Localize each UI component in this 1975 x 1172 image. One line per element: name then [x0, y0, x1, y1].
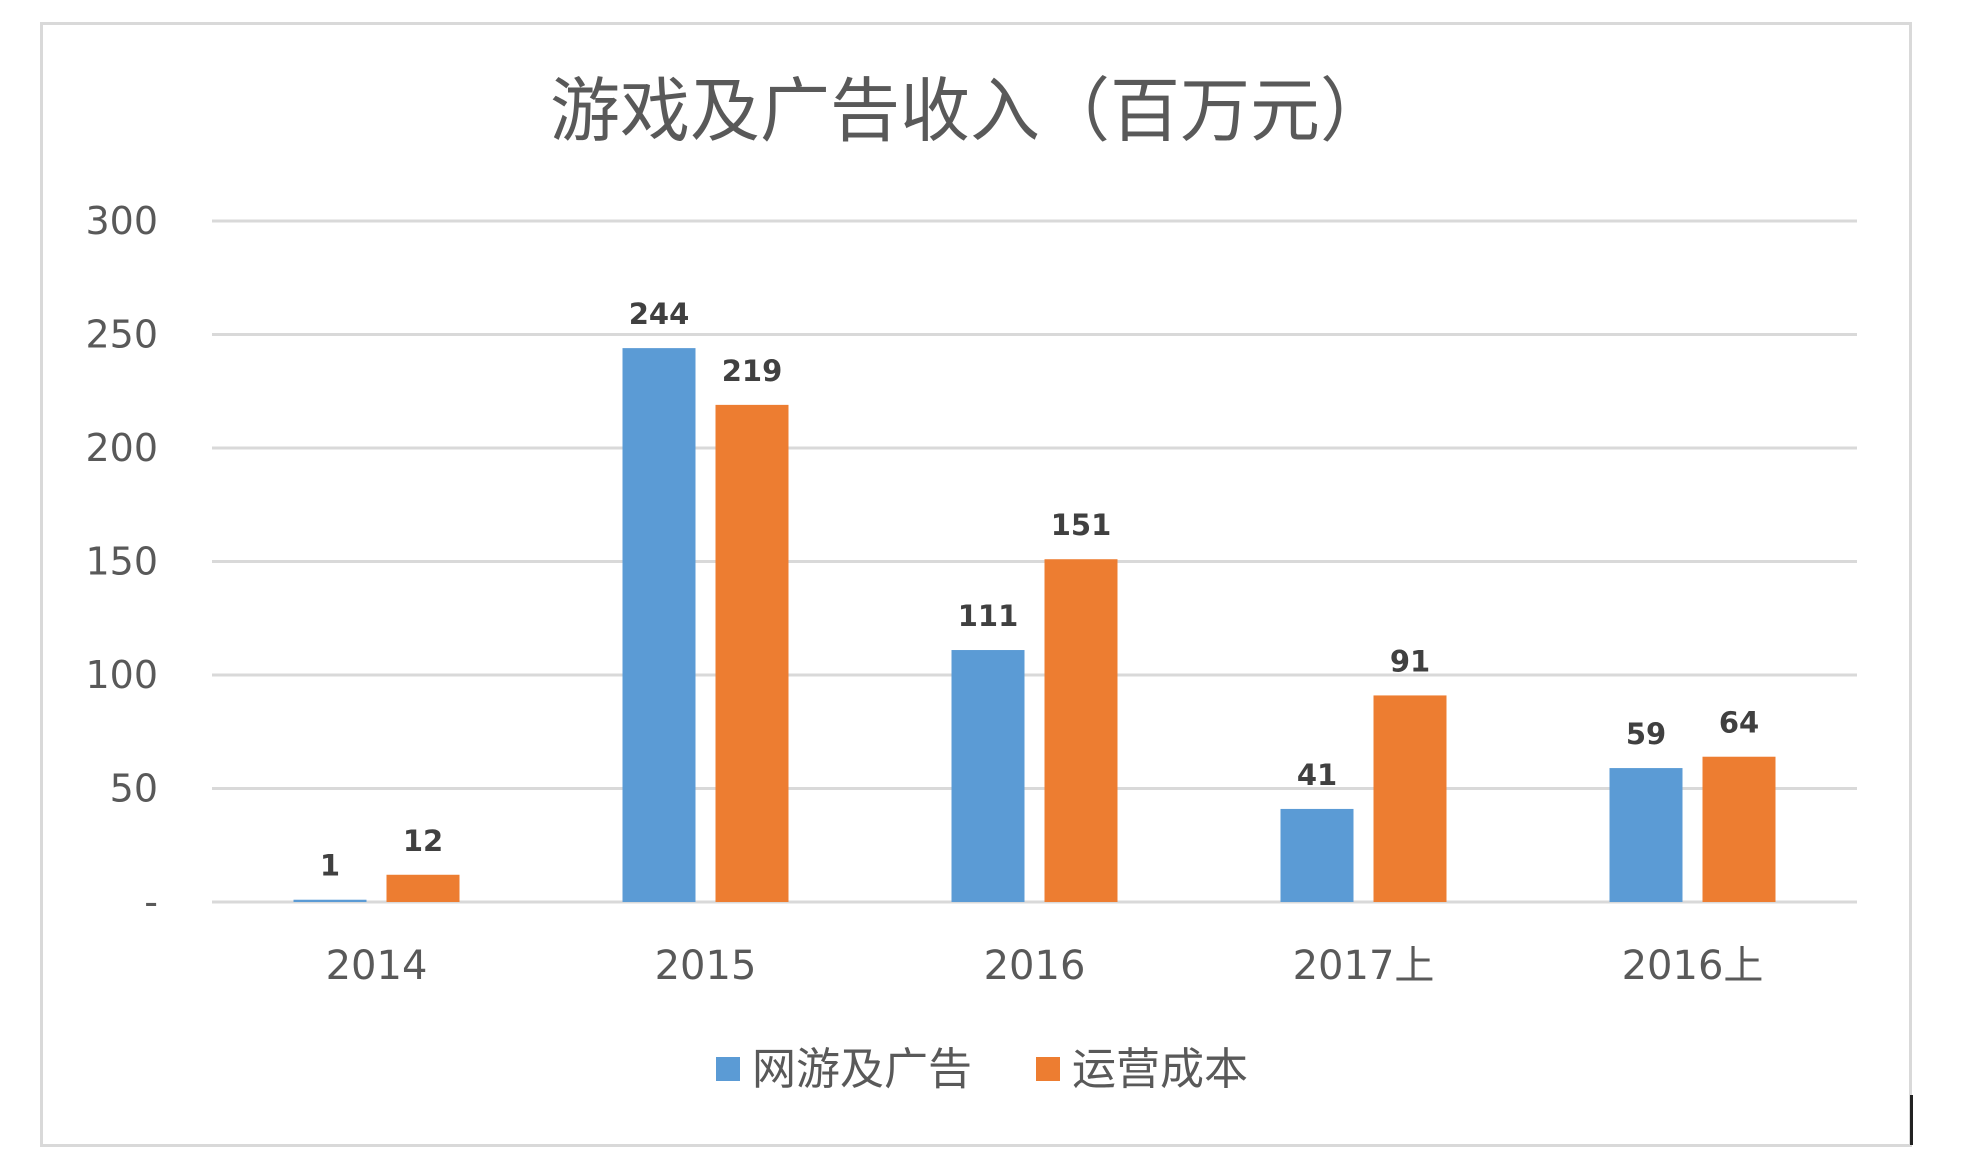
- legend-swatch: [716, 1057, 740, 1081]
- chart-title: 游戏及广告收入（百万元）: [550, 70, 1390, 152]
- data-label: 64: [1719, 706, 1759, 740]
- y-tick-label: 200: [85, 426, 158, 470]
- bar-operating-cost: [1702, 756, 1776, 902]
- data-label: 244: [629, 297, 690, 331]
- y-tick-label: 50: [110, 767, 158, 811]
- gridlines: [212, 219, 1857, 904]
- x-axis-categories: 2014 2015 2016 2017上 2016上: [326, 943, 1764, 989]
- data-labels: 1 12 244 219 111 151 41 91 59 64: [320, 297, 1759, 883]
- legend-swatch: [1036, 1057, 1060, 1081]
- y-tick-label: -: [144, 880, 158, 924]
- x-category-label: 2014: [326, 943, 428, 989]
- bar-operating-cost: [386, 874, 460, 902]
- x-category-label: 2017上: [1293, 943, 1435, 989]
- y-tick-label: 250: [85, 313, 158, 357]
- bar-online-games-ads: [1280, 808, 1354, 902]
- bars: [293, 348, 1776, 902]
- x-category-label: 2015: [655, 943, 757, 989]
- text-cursor-line: [1910, 1095, 1913, 1145]
- bar-online-games-ads: [293, 899, 367, 902]
- bar-operating-cost: [1044, 559, 1118, 902]
- y-tick-label: 100: [85, 653, 158, 697]
- x-category-label: 2016上: [1622, 943, 1764, 989]
- y-tick-label: 150: [85, 540, 158, 584]
- x-category-label: 2016: [984, 943, 1086, 989]
- data-label: 12: [403, 824, 443, 858]
- data-label: 41: [1297, 758, 1337, 792]
- bar-online-games-ads: [951, 650, 1025, 902]
- legend-label: 网游及广告: [752, 1044, 972, 1095]
- data-label: 151: [1051, 508, 1112, 542]
- bar-operating-cost: [1373, 695, 1447, 902]
- legend-label: 运营成本: [1072, 1044, 1248, 1095]
- data-label: 91: [1390, 644, 1430, 678]
- bar-operating-cost: [715, 404, 789, 902]
- data-label: 59: [1626, 717, 1666, 751]
- data-label: 219: [722, 354, 783, 388]
- data-label: 111: [958, 599, 1019, 633]
- legend: 网游及广告 运营成本: [716, 1044, 1248, 1095]
- chart-frame: [40, 22, 1912, 1147]
- bar-online-games-ads: [1609, 768, 1683, 902]
- y-tick-label: 300: [85, 199, 158, 243]
- y-axis-ticks: - 50 100 150 200 250 300: [85, 199, 158, 924]
- bar-online-games-ads: [622, 348, 696, 902]
- data-label: 1: [320, 849, 340, 883]
